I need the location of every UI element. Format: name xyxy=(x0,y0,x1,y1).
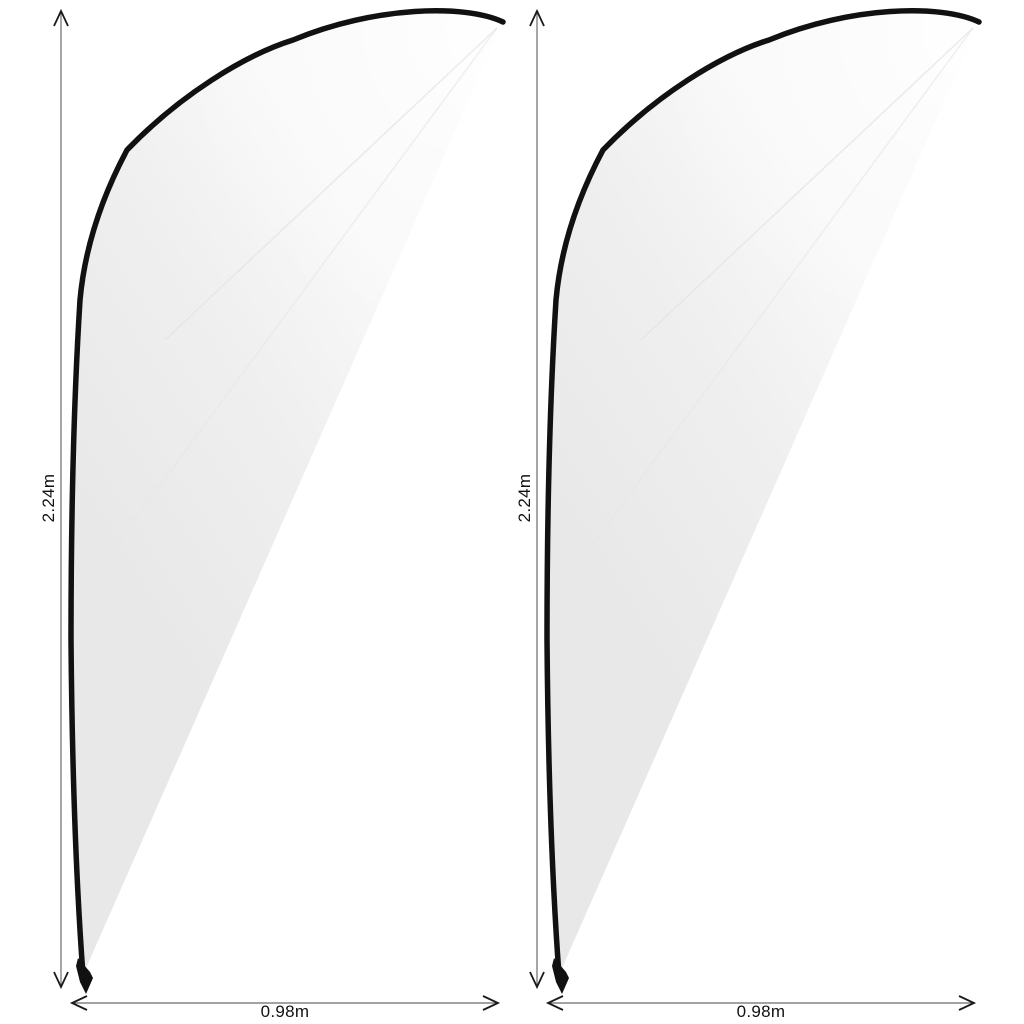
teardrop-flag-right xyxy=(529,11,979,1011)
height-dimension-label-right: 2.24m xyxy=(515,473,534,523)
teardrop-flag-left xyxy=(53,11,503,1011)
height-dimension-label-left: 2.24m xyxy=(39,473,58,523)
width-dimension-label-left: 0.98m xyxy=(260,1002,310,1021)
width-dimension-label-right: 0.98m xyxy=(736,1002,786,1021)
